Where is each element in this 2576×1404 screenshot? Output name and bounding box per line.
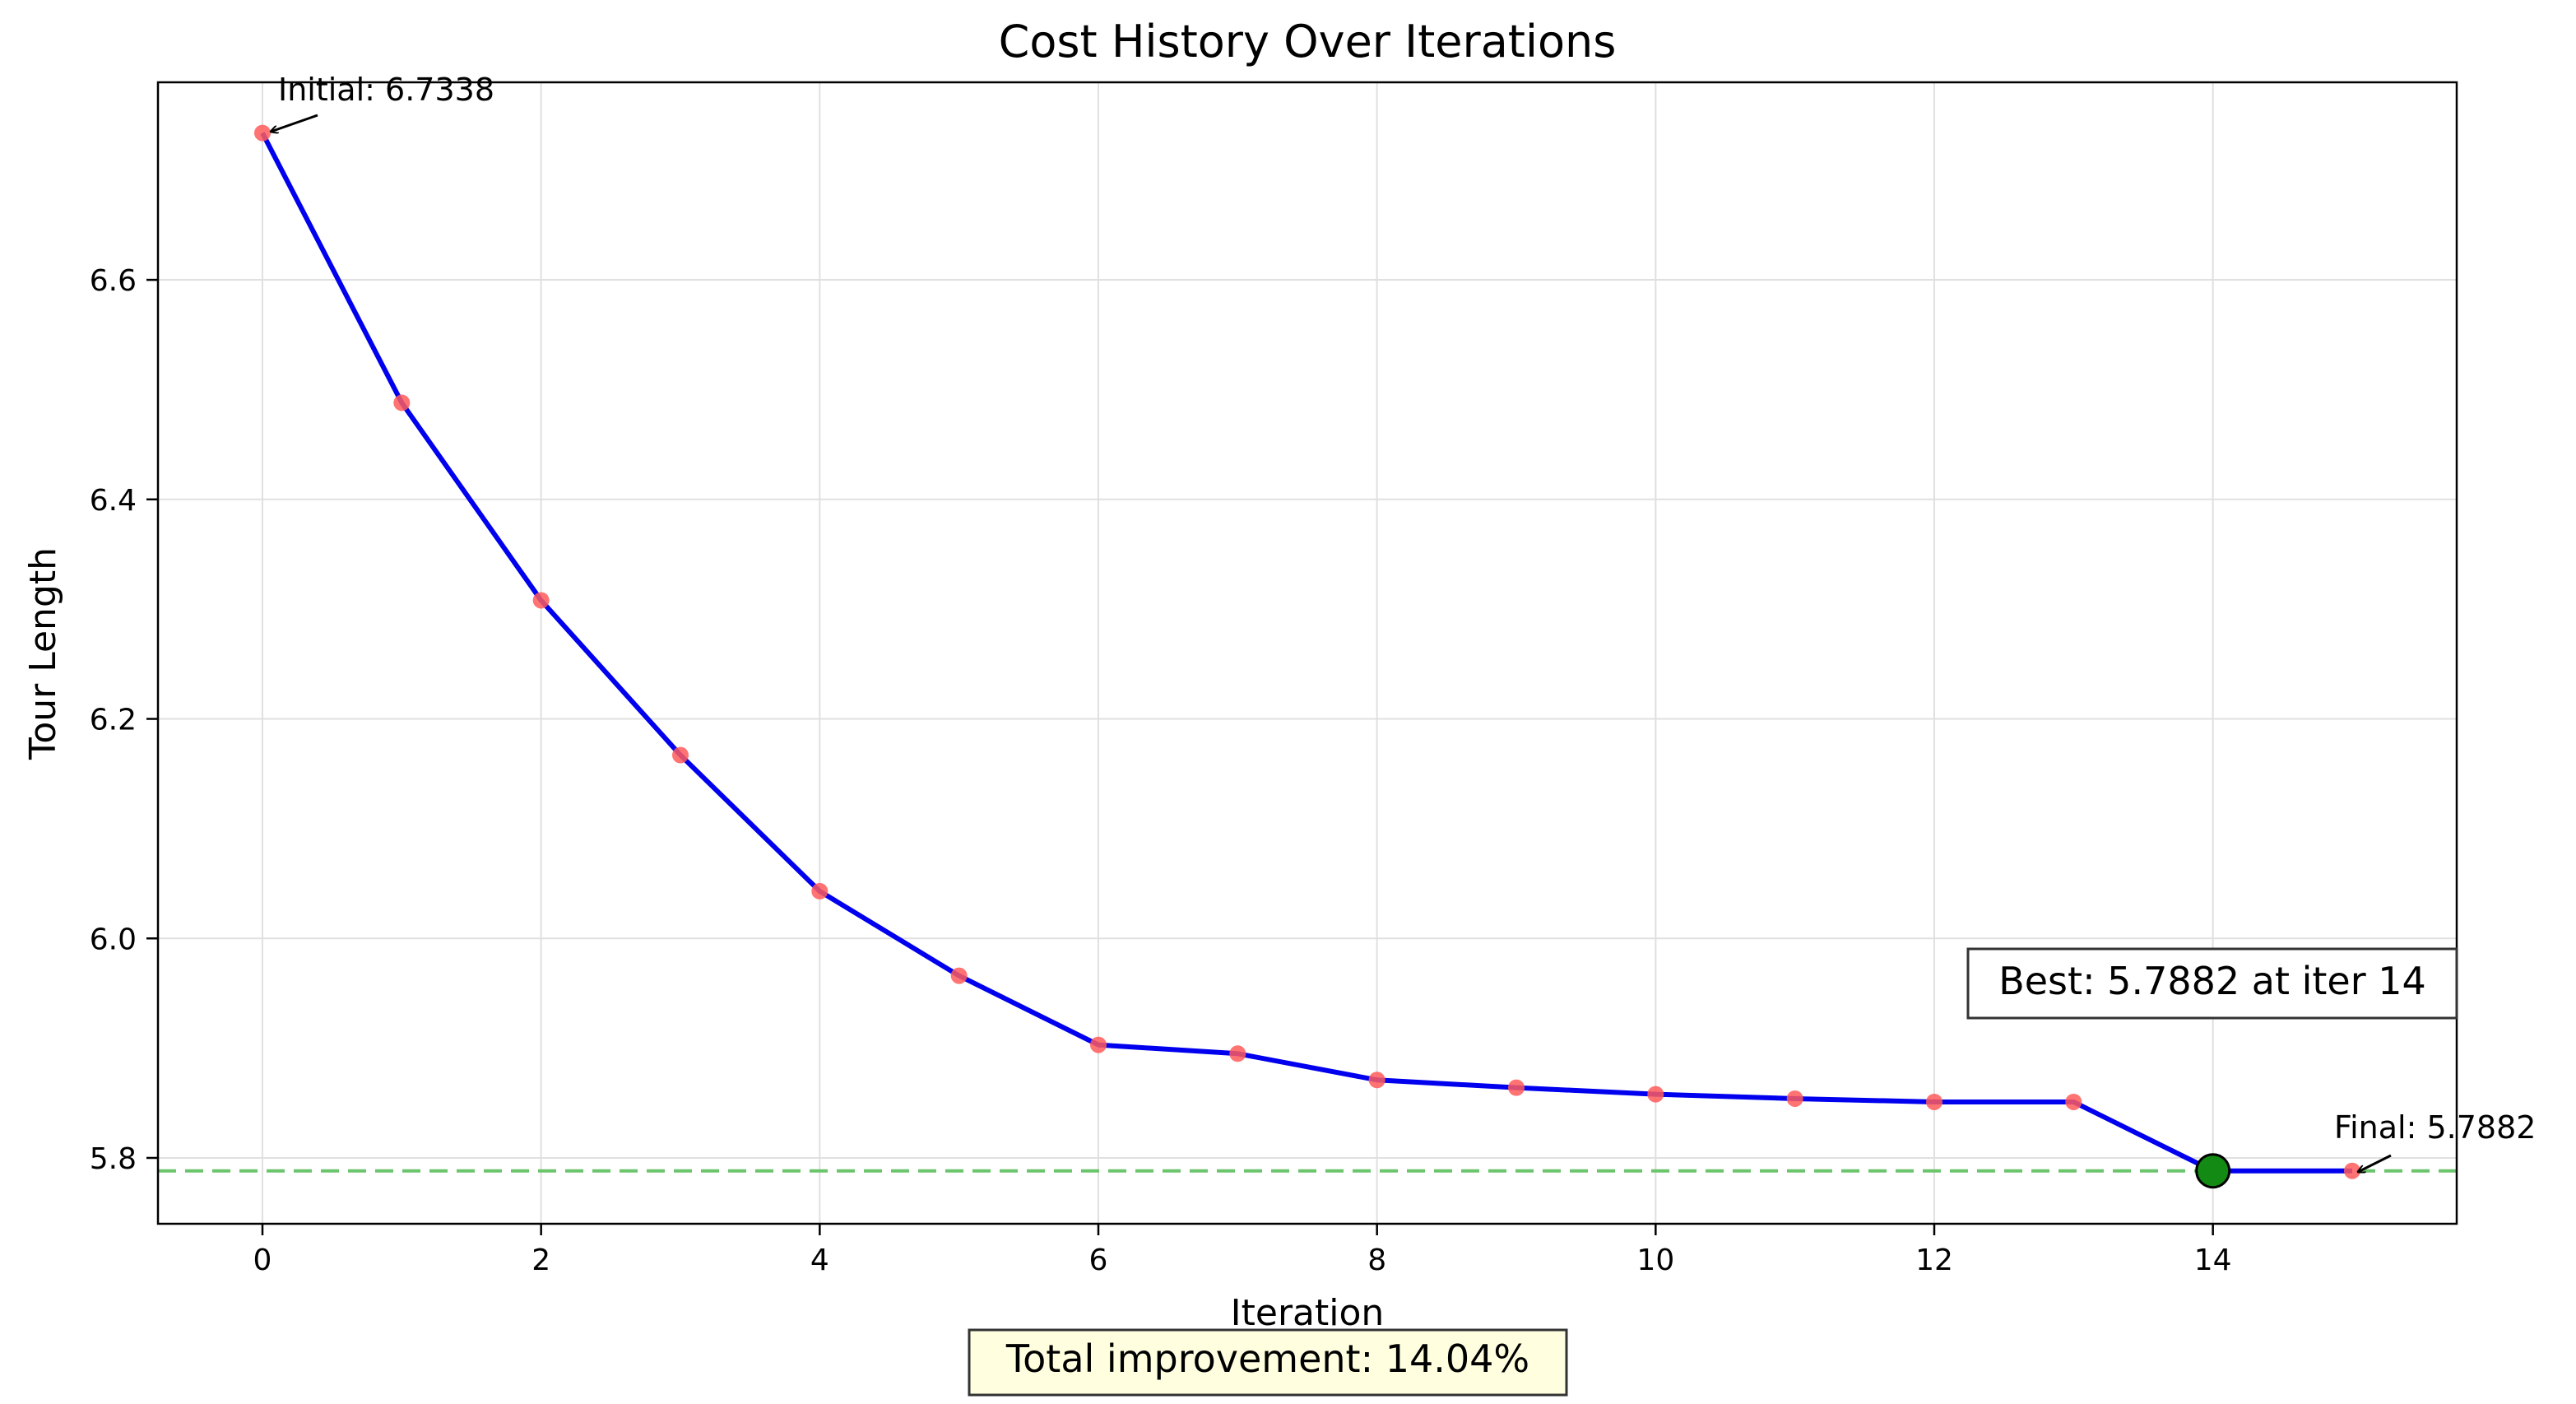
y-tick-label: 6.2 <box>90 704 137 737</box>
x-tick-label: 12 <box>1915 1244 1953 1277</box>
x-tick-label: 14 <box>2194 1244 2232 1277</box>
data-point <box>532 592 550 609</box>
data-point <box>1090 1036 1107 1053</box>
data-point <box>1786 1090 1803 1107</box>
cost-series-line <box>260 132 2352 1174</box>
data-point <box>1229 1045 1246 1062</box>
data-point <box>254 124 271 142</box>
x-tick-label: 10 <box>1636 1244 1674 1277</box>
data-point <box>1368 1072 1385 1089</box>
x-tick-label: 0 <box>253 1244 272 1277</box>
y-tick-label: 6.4 <box>90 484 137 518</box>
x-tick-label: 6 <box>1089 1244 1108 1277</box>
x-axis-ticks: 0 2 4 6 8 10 12 14 <box>253 1224 2232 1277</box>
improvement-box <box>968 1328 1568 1397</box>
y-tick-label: 6.6 <box>90 264 137 298</box>
y-tick-label: 5.8 <box>90 1142 137 1176</box>
data-point <box>672 746 689 764</box>
data-point <box>1647 1086 1664 1103</box>
best-box-text: Best: 5.7882 at iter 14 <box>1998 959 2426 1003</box>
data-point <box>393 394 411 411</box>
x-tick-label: 4 <box>810 1244 829 1277</box>
x-axis-label: Iteration <box>1231 1292 1385 1334</box>
best-point-marker <box>2195 1153 2231 1189</box>
data-point <box>811 882 828 900</box>
y-axis-label: Tour Length <box>22 547 64 760</box>
data-point <box>950 967 968 984</box>
improvement-box-text: Total improvement: 14.04% <box>1005 1337 1529 1381</box>
initial-annotation: Initial: 6.7338 <box>278 72 494 108</box>
y-axis-ticks: 5.8 6.0 6.2 6.4 6.6 <box>90 264 158 1176</box>
y-tick-label: 6.0 <box>90 923 137 956</box>
data-point <box>1508 1079 1525 1096</box>
x-tick-label: 8 <box>1367 1244 1386 1277</box>
x-tick-label: 2 <box>531 1244 550 1277</box>
final-annotation-arrow <box>2358 1154 2392 1172</box>
best-box <box>1966 947 2458 1020</box>
series-line-layer <box>260 132 2352 1174</box>
data-point <box>2065 1093 2082 1110</box>
plot-frame <box>156 81 2458 1225</box>
grid <box>158 82 2457 1224</box>
chart-title: Cost History Over Iterations <box>999 16 1617 67</box>
annotations: Initial: 6.7338 Final: 5.7882 Best: 5.78… <box>271 72 2536 1397</box>
final-annotation: Final: 5.7882 <box>2334 1109 2536 1146</box>
data-point <box>1926 1093 1942 1110</box>
initial-annotation-arrow <box>271 114 318 132</box>
